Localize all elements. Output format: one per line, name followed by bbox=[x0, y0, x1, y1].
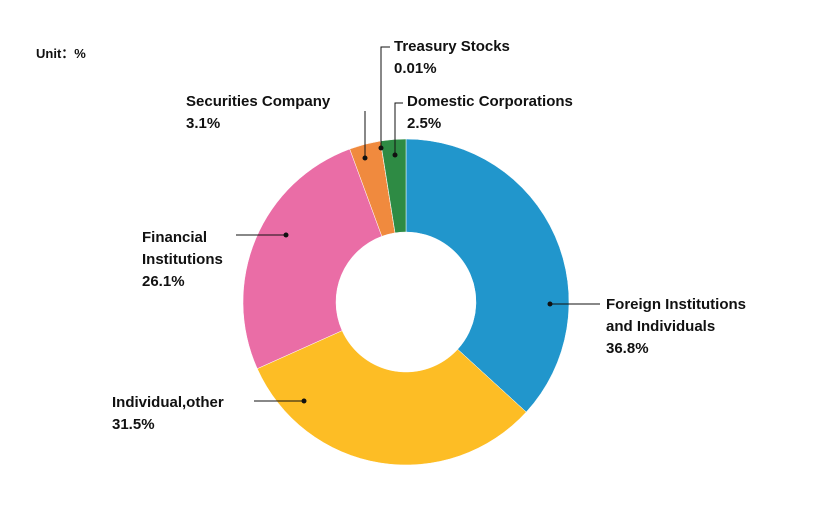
slice-label-foreign-line1: Foreign Institutions bbox=[606, 296, 746, 313]
slice-percent-securities: 3.1% bbox=[186, 115, 221, 132]
leader-dot-domestic bbox=[392, 152, 398, 158]
slice-foreign bbox=[405, 138, 570, 413]
slice-label-financial-line1: Financial bbox=[142, 229, 208, 246]
slice-label-financial-line2: Institutions bbox=[142, 251, 223, 268]
slice-percent-financial: 26.1% bbox=[142, 273, 185, 290]
slice-individual bbox=[256, 330, 527, 466]
slice-label-foreign-line2: and Individuals bbox=[606, 318, 716, 335]
slice-percent-domestic: 2.5% bbox=[407, 115, 442, 132]
slice-financial bbox=[242, 148, 383, 370]
slice-label-domestic: Domestic Corporations 2.5% bbox=[407, 91, 573, 135]
leader-dot-treasury bbox=[378, 145, 384, 151]
slice-label-individual-line1: Individual,other bbox=[112, 394, 224, 411]
leader-dot-individual bbox=[301, 398, 307, 404]
leader-dot-securities bbox=[362, 155, 368, 161]
slice-label-domestic-line1: Domestic Corporations bbox=[407, 93, 573, 110]
leader-line-treasury bbox=[380, 46, 390, 148]
leader-dot-financial bbox=[283, 232, 289, 238]
slices-group bbox=[242, 138, 570, 466]
leader-dot-foreign bbox=[547, 301, 553, 307]
slice-label-securities: Securities Company 3.1% bbox=[186, 91, 330, 135]
slice-label-treasury: Treasury Stocks 0.01% bbox=[394, 36, 510, 80]
leader-lines-group bbox=[236, 46, 600, 404]
slice-label-financial: Financial Institutions 26.1% bbox=[142, 227, 223, 293]
slice-percent-foreign: 36.8% bbox=[606, 340, 649, 357]
slice-percent-individual: 31.5% bbox=[112, 416, 155, 433]
leader-line-domestic bbox=[394, 102, 403, 155]
slice-label-foreign: Foreign Institutions and Individuals 36.… bbox=[606, 294, 746, 360]
slice-percent-treasury: 0.01% bbox=[394, 60, 437, 77]
slice-label-treasury-line1: Treasury Stocks bbox=[394, 38, 510, 55]
slice-domestic bbox=[380, 138, 407, 234]
unit-label: Unit：% bbox=[36, 46, 86, 61]
slice-label-securities-line1: Securities Company bbox=[186, 93, 331, 110]
slice-label-individual: Individual,other 31.5% bbox=[112, 392, 224, 436]
